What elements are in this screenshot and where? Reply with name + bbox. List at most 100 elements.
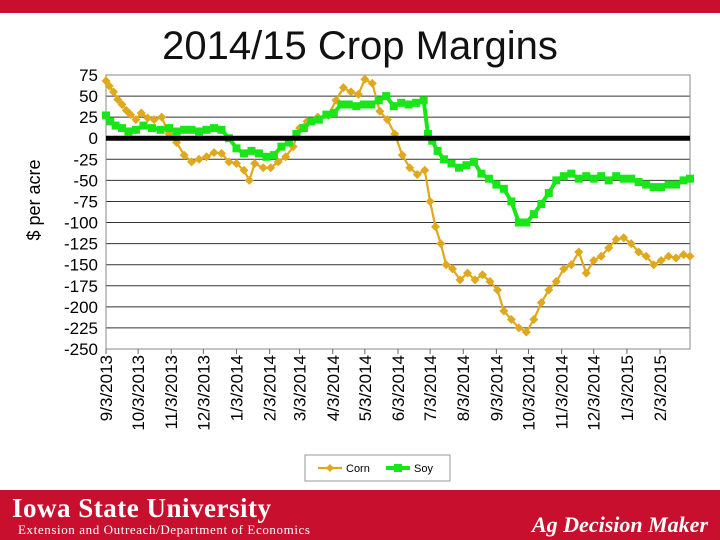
soy-data-point bbox=[352, 102, 361, 111]
y-axis-label: $ per acre bbox=[24, 159, 44, 240]
x-tick-label: 2/3/2015 bbox=[651, 355, 670, 421]
corn-data-point bbox=[108, 87, 118, 97]
soy-data-point bbox=[329, 108, 338, 117]
soy-data-point bbox=[454, 163, 463, 172]
y-tick-label: -225 bbox=[64, 319, 98, 338]
soy-data-point bbox=[567, 169, 576, 178]
soy-data-point bbox=[514, 218, 523, 227]
corn-data-point bbox=[353, 89, 363, 99]
x-tick-label: 12/3/2014 bbox=[585, 355, 604, 431]
soy-data-point bbox=[634, 178, 643, 187]
corn-data-point bbox=[604, 243, 614, 253]
soy-data-point bbox=[210, 124, 219, 133]
soy-data-point bbox=[359, 100, 368, 109]
x-tick-label: 10/3/2013 bbox=[129, 355, 148, 431]
corn-data-point bbox=[506, 314, 516, 324]
corn-data-point bbox=[126, 110, 136, 120]
corn-data-point bbox=[430, 222, 440, 232]
corn-data-point bbox=[470, 275, 480, 285]
corn-legend-label: Corn bbox=[346, 463, 370, 475]
soy-data-point bbox=[462, 161, 471, 170]
soy-data-point bbox=[589, 174, 598, 183]
soy-data-point bbox=[447, 159, 456, 168]
x-tick-label: 9/3/2013 bbox=[97, 355, 116, 421]
corn-data-point bbox=[217, 148, 227, 158]
corn-data-point bbox=[436, 239, 446, 249]
soy-data-point bbox=[582, 172, 591, 181]
y-tick-label: -125 bbox=[64, 235, 98, 254]
soy-data-point bbox=[102, 111, 110, 120]
soy-data-point bbox=[292, 130, 301, 139]
corn-data-point bbox=[559, 264, 569, 274]
soy-data-point bbox=[522, 218, 531, 227]
soy-data-point bbox=[165, 124, 174, 133]
soy-data-point bbox=[619, 174, 628, 183]
x-tick-label: 5/3/2014 bbox=[356, 355, 375, 421]
y-tick-label: -25 bbox=[73, 150, 98, 169]
soy-data-point bbox=[597, 172, 606, 181]
corn-data-point bbox=[360, 74, 370, 84]
corn-data-point bbox=[338, 83, 348, 93]
soy-data-point bbox=[344, 100, 353, 109]
corn-data-point bbox=[581, 268, 591, 278]
corn-data-point bbox=[202, 152, 212, 162]
soy-data-point bbox=[672, 180, 681, 189]
soy-data-point bbox=[544, 189, 553, 198]
corn-data-point bbox=[231, 159, 241, 169]
soy-data-point bbox=[419, 96, 428, 105]
corn-data-point bbox=[536, 298, 546, 308]
x-axis-ticks: 9/3/2013 10/3/2013 11/3/2013 12/3/2013 1/3/2… bbox=[97, 349, 670, 431]
x-tick-label: 11/3/2014 bbox=[553, 355, 572, 429]
corn-data-point bbox=[157, 112, 167, 122]
corn-data-point bbox=[375, 106, 385, 116]
soy-data-point bbox=[382, 92, 391, 101]
soy-data-point bbox=[507, 197, 516, 206]
corn-data-point bbox=[113, 94, 123, 104]
soy-data-point bbox=[404, 100, 413, 109]
soy-data-point bbox=[574, 174, 583, 183]
soy-data-point bbox=[232, 144, 241, 153]
y-tick-label: 0 bbox=[89, 129, 98, 148]
footer-subtitle: Extension and Outreach/Department of Eco… bbox=[18, 522, 311, 537]
soy-data-point bbox=[277, 142, 286, 151]
corn-data-point bbox=[266, 163, 276, 173]
soy-data-point bbox=[124, 127, 133, 136]
soy-data-point bbox=[537, 199, 546, 208]
university-logo: Iowa State University bbox=[12, 493, 272, 523]
y-tick-label: 75 bbox=[79, 66, 98, 85]
corn-data-point bbox=[679, 250, 689, 260]
corn-data-point bbox=[529, 314, 539, 324]
y-tick-label: -100 bbox=[64, 214, 98, 233]
soy-data-point bbox=[367, 100, 376, 109]
corn-data-point bbox=[463, 268, 473, 278]
corn-data-point bbox=[514, 323, 524, 333]
corn-data-point bbox=[405, 163, 415, 173]
corn-data-point bbox=[224, 157, 234, 167]
soy-data-point bbox=[642, 180, 651, 189]
x-tick-label: 8/3/2014 bbox=[454, 355, 473, 421]
corn-data-point bbox=[492, 285, 502, 295]
corn-data-point bbox=[209, 148, 219, 158]
corn-data-point bbox=[346, 87, 356, 97]
soy-legend-marker bbox=[394, 464, 402, 472]
y-tick-label: -50 bbox=[73, 171, 98, 190]
corn-data-point bbox=[382, 115, 392, 125]
corn-data-point bbox=[187, 157, 197, 167]
soy-legend-label: Soy bbox=[414, 463, 433, 475]
soy-data-point bbox=[428, 136, 437, 145]
corn-legend-marker bbox=[326, 464, 334, 472]
soy-data-point bbox=[187, 125, 196, 134]
soy-data-point bbox=[262, 152, 271, 161]
soy-data-point bbox=[139, 121, 148, 130]
soy-data-point bbox=[439, 155, 448, 164]
corn-data-point bbox=[649, 260, 659, 270]
corn-data-point bbox=[250, 159, 260, 169]
corn-data-point bbox=[574, 247, 584, 257]
soy-data-point bbox=[552, 176, 561, 185]
soy-data-point bbox=[247, 146, 256, 155]
chart-canvas: 75 50 25 0 -25 -50 -75 -100 -125 -150 -175 -200 -225… bbox=[24, 66, 695, 482]
soy-data-point bbox=[180, 125, 189, 134]
corn-data-point bbox=[656, 255, 666, 265]
corn-data-point bbox=[104, 81, 114, 91]
y-tick-label: -75 bbox=[73, 192, 98, 211]
